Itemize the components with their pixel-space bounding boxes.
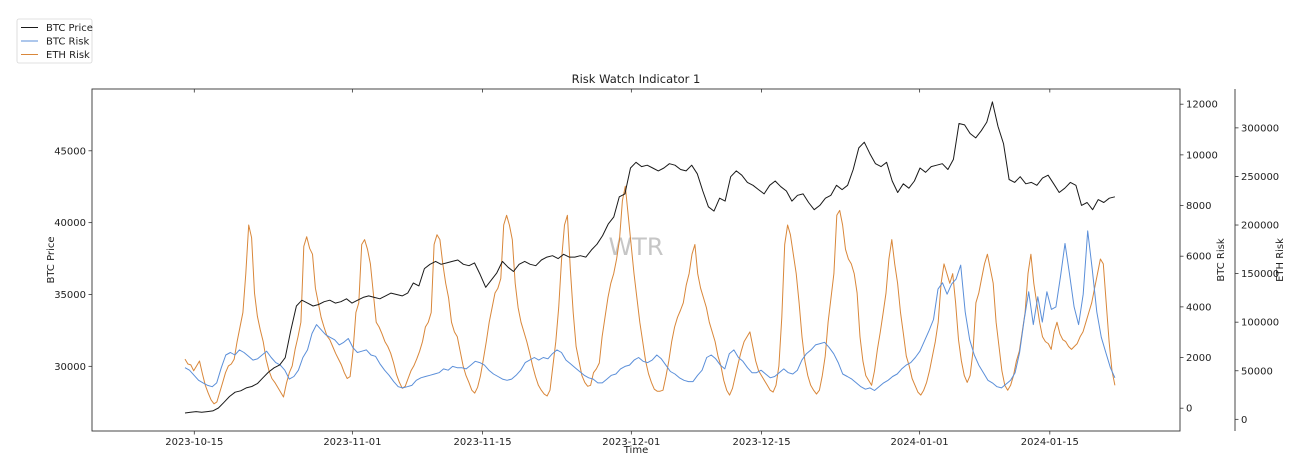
eth-risk-tick-label: 300000 <box>1241 123 1279 134</box>
legend: BTC Price BTC Risk ETH Risk <box>16 18 93 64</box>
y-axis-label-btc-risk: BTC Risk <box>1216 238 1227 281</box>
x-tick-label: 2023-10-15 <box>165 437 223 448</box>
legend-label-btc-risk: BTC Risk <box>46 37 89 48</box>
x-tick-label: 2024-01-15 <box>1021 437 1079 448</box>
x-axis: 2023-10-15 2023-11-01 2023-11-15 2023-12-01… <box>165 89 1079 448</box>
y-axis-btc-risk: 0 2000 4000 6000 8000 10000 12000 <box>1180 100 1218 415</box>
eth-risk-tick-label: 50000 <box>1241 366 1273 377</box>
series-line-btc-risk <box>184 230 1116 391</box>
btc-price-tick-label: 40000 <box>54 218 86 229</box>
series-line-btc-price <box>184 101 1116 414</box>
btc-price-tick-label: 35000 <box>54 290 86 301</box>
y-axis-btc-price: 30000 35000 40000 45000 <box>54 146 92 373</box>
btc-price-tick-label: 30000 <box>54 362 86 373</box>
watermark: WTR <box>608 233 663 261</box>
legend-label-eth-risk: ETH Risk <box>46 50 90 61</box>
x-tick-label: 2023-12-15 <box>732 437 790 448</box>
series-line-eth-risk <box>184 185 1116 405</box>
chart-title: Risk Watch Indicator 1 <box>572 72 701 86</box>
legend-frame <box>16 18 93 64</box>
series-layer <box>184 101 1116 414</box>
eth-risk-tick-label: 0 <box>1241 415 1247 426</box>
eth-risk-tick-label: 150000 <box>1241 269 1279 280</box>
x-tick-label: 2024-01-01 <box>891 437 949 448</box>
x-axis-label: Time <box>623 445 648 456</box>
y-axis-eth-risk: 0 50000 100000 150000 200000 250000 300000 <box>1234 89 1279 431</box>
x-tick-label: 2023-12-01 <box>602 437 660 448</box>
btc-risk-tick-label: 8000 <box>1186 201 1211 212</box>
btc-risk-tick-label: 2000 <box>1186 353 1211 364</box>
eth-risk-tick-label: 100000 <box>1241 318 1279 329</box>
legend-label-btc-price: BTC Price <box>46 23 93 34</box>
btc-risk-tick-label: 10000 <box>1186 150 1218 161</box>
y-axis-label-eth-risk: ETH Risk <box>1275 238 1286 282</box>
btc-risk-tick-label: 12000 <box>1186 100 1218 111</box>
btc-risk-tick-label: 6000 <box>1186 252 1211 263</box>
x-tick-label: 2023-11-15 <box>454 437 512 448</box>
eth-risk-tick-label: 250000 <box>1241 172 1279 183</box>
x-tick-label: 2023-11-01 <box>323 437 381 448</box>
btc-risk-tick-label: 0 <box>1186 404 1192 415</box>
plot-frame <box>91 88 1181 432</box>
btc-price-tick-label: 45000 <box>54 146 86 157</box>
btc-risk-tick-label: 4000 <box>1186 302 1211 313</box>
eth-risk-tick-label: 200000 <box>1241 221 1279 232</box>
y-axis-label-btc-price: BTC Price <box>46 237 57 284</box>
